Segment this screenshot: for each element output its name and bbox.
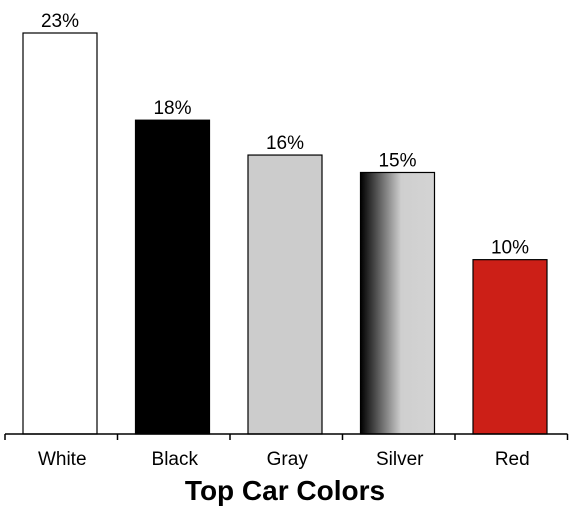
x-axis [4, 433, 569, 440]
labels-group: 23% White 18% Black 16% Gray 15% Silver 10% Red [38, 11, 530, 470]
category-label-black: Black [152, 449, 199, 470]
value-label-silver: 15% [378, 150, 416, 171]
bars-group [22, 32, 548, 435]
value-label-white: 23% [41, 11, 79, 32]
category-label-white: White [38, 449, 87, 470]
value-label-gray: 16% [266, 133, 304, 154]
category-label-red: Red [495, 449, 530, 470]
bar-black [134, 119, 211, 435]
bar-silver [359, 171, 436, 435]
bar-gray [247, 154, 323, 435]
value-label-black: 18% [153, 98, 191, 119]
bar-white [22, 32, 98, 435]
value-label-red: 10% [491, 238, 529, 259]
chart-title: Top Car Colors [185, 475, 385, 506]
category-label-silver: Silver [376, 449, 424, 470]
bar-red [472, 259, 548, 435]
category-label-gray: Gray [267, 449, 309, 470]
